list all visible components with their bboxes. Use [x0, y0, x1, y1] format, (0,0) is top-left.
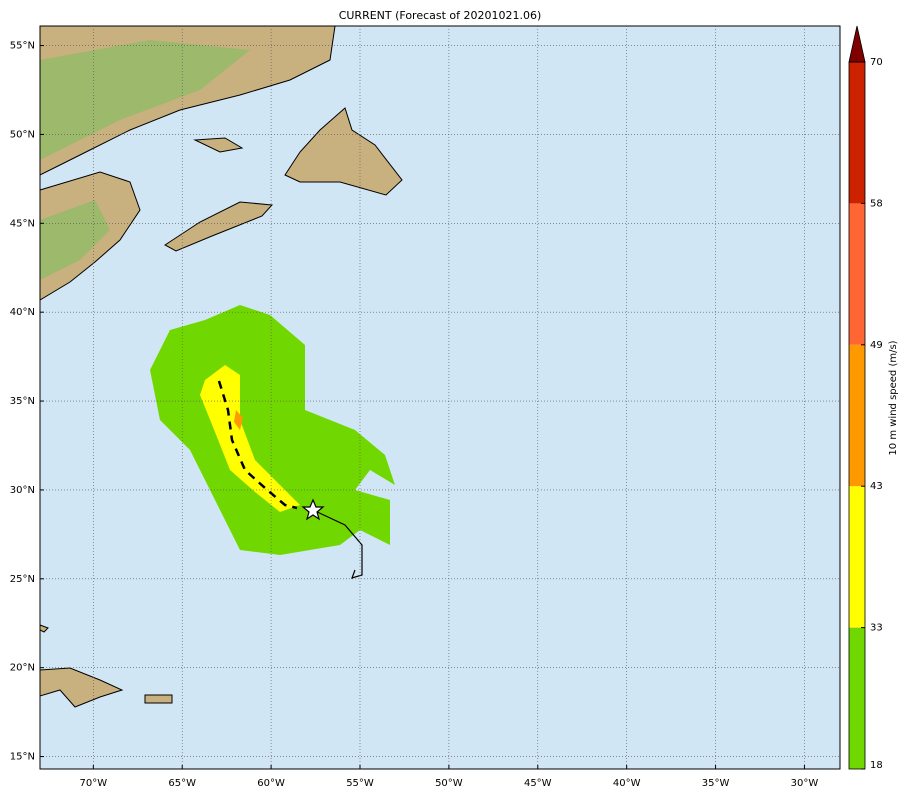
x-tick-label: 40°W	[613, 778, 641, 789]
y-tick-label: 45°N	[10, 218, 35, 229]
forecast-track	[217, 380, 298, 510]
colorbar-tick-label: 18	[870, 760, 883, 771]
land	[39, 25, 403, 708]
colorbar-segment	[849, 486, 865, 628]
past-track	[312, 509, 363, 579]
x-tick-label: 65°W	[168, 778, 196, 789]
colorbar-frame	[848, 61, 866, 770]
colorbar-tick-label: 70	[870, 57, 883, 68]
colorbar-segment	[849, 62, 865, 204]
y-tick-label: 55°N	[10, 41, 35, 52]
x-tick-label: 55°W	[346, 778, 374, 789]
x-tick-label: 60°W	[257, 778, 285, 789]
colorbar-segment	[849, 627, 865, 769]
y-tick-label: 50°N	[10, 129, 35, 140]
colorbar-segment	[849, 203, 865, 345]
x-tick-label: 35°W	[702, 778, 730, 789]
storm-position	[301, 498, 325, 521]
map-frame	[39, 25, 841, 770]
colorbar-label: 10 m wind speed (m/s)	[888, 340, 899, 455]
title: CURRENT (Forecast of 20201021.06)	[339, 9, 542, 22]
y-tick-label: 30°N	[10, 485, 35, 496]
y-tick-label: 35°N	[10, 396, 35, 407]
colorbar-tick-label: 49	[870, 340, 883, 351]
colorbar-tick-label: 58	[870, 198, 883, 209]
x-tick-label: 30°W	[791, 778, 819, 789]
y-tick-label: 40°N	[10, 307, 35, 318]
colorbar-tick-label: 43	[870, 481, 883, 492]
y-tick-label: 15°N	[10, 752, 35, 763]
colorbar-tick-label: 33	[870, 623, 883, 634]
x-tick-label: 50°W	[435, 778, 463, 789]
y-tick-label: 25°N	[10, 574, 35, 585]
x-tick-label: 45°W	[524, 778, 552, 789]
colorbar-segment	[849, 344, 865, 487]
y-tick-label: 20°N	[10, 663, 35, 674]
colorbar-extension	[848, 25, 866, 63]
x-tick-label: 70°W	[80, 778, 108, 789]
